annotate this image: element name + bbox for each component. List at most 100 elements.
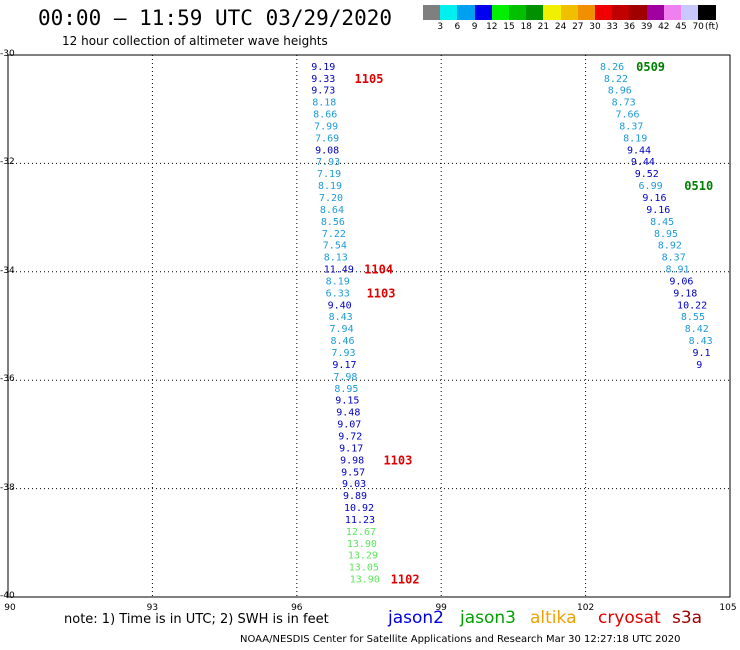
wave-height-value: 7.20 xyxy=(319,193,343,204)
wave-height-value: 7.98 xyxy=(333,372,357,383)
wave-height-value: 8.91 xyxy=(666,265,690,276)
color-scale-label: 70 xyxy=(692,22,704,32)
wave-height-value: 7.19 xyxy=(317,169,341,180)
pass-time-label: 0509 xyxy=(636,60,665,74)
longitude-tick-label: 90 xyxy=(4,603,16,613)
wave-height-value: 8.19 xyxy=(318,181,342,192)
wave-height-value: 9.06 xyxy=(669,276,693,287)
wave-height-value: 8.46 xyxy=(330,336,354,347)
color-swatch xyxy=(509,5,527,20)
color-scale-label: 6 xyxy=(454,22,461,32)
wave-height-value: 9.1 xyxy=(692,348,710,359)
wave-height-value: 8.13 xyxy=(324,253,348,264)
wave-height-value: 7.54 xyxy=(323,241,347,252)
longitude-tick-label: 96 xyxy=(291,603,303,613)
wave-height-value: 8.66 xyxy=(313,110,337,121)
color-scale-label: 39 xyxy=(640,22,653,32)
color-swatch xyxy=(595,5,613,20)
pass-time-label: 0510 xyxy=(684,179,713,193)
wave-height-value: 9.72 xyxy=(338,431,362,442)
wave-height-value: 9.17 xyxy=(339,443,363,454)
wave-height-value: 9.44 xyxy=(631,157,655,168)
color-swatch xyxy=(526,5,544,20)
pass-time-label: 1103 xyxy=(367,286,396,300)
wave-height-value: 8.22 xyxy=(604,74,628,85)
wave-height-value: 8.37 xyxy=(619,121,643,132)
map-title: 00:00 – 11:59 UTC 03/29/2020 xyxy=(38,6,393,30)
mission-s3a: s3a xyxy=(672,608,703,628)
wave-height-value: 8.73 xyxy=(612,98,636,109)
wave-height-value: 9.17 xyxy=(332,360,356,371)
color-scale-label: 36 xyxy=(623,22,636,32)
wave-height-value: 8.18 xyxy=(312,98,336,109)
wave-height-value: 9.89 xyxy=(343,491,367,502)
wave-height-value: 7.69 xyxy=(315,133,339,144)
wave-height-value: 9.73 xyxy=(311,86,335,97)
wave-height-value: 13.05 xyxy=(349,563,379,574)
latitude-tick-label: -34 xyxy=(0,265,15,276)
color-swatch xyxy=(543,5,562,20)
color-scale-label: 18 xyxy=(520,22,532,32)
wave-height-value: 11.23 xyxy=(345,515,375,526)
wave-height-value: 9.16 xyxy=(646,205,670,216)
wave-height-value: 8.95 xyxy=(334,384,358,395)
latitude-tick-label: -36 xyxy=(0,374,15,385)
latitude-tick-label: -38 xyxy=(0,482,15,493)
color-swatch xyxy=(681,5,699,20)
latitude-tick-label: -32 xyxy=(0,157,15,168)
wave-height-value: 8.43 xyxy=(329,312,353,323)
wave-height-value: 8.19 xyxy=(623,133,647,144)
color-scale-unit: (ft) xyxy=(705,22,719,32)
mission-cryosat: cryosat xyxy=(598,608,661,628)
color-swatch xyxy=(440,5,458,20)
wave-height-value: 11.49 xyxy=(324,265,354,276)
color-swatch xyxy=(457,5,476,20)
wave-height-value: 9.19 xyxy=(311,62,335,73)
mission-altika: altika xyxy=(530,608,577,628)
color-scale-label: 24 xyxy=(554,22,567,32)
wave-height-value: 9.03 xyxy=(342,479,366,490)
wave-height-value: 6.99 xyxy=(639,181,663,192)
wave-height-value: 8.26 xyxy=(600,62,624,73)
color-scale-label: 30 xyxy=(589,22,601,32)
color-scale-label: 15 xyxy=(503,22,515,32)
wave-height-value: 7.93 xyxy=(316,157,340,168)
color-swatch xyxy=(577,5,596,20)
pass-time-label: 1104 xyxy=(364,263,393,277)
color-scale-label: 45 xyxy=(675,22,687,32)
wave-height-value: 9.40 xyxy=(328,300,352,311)
color-scale-label: 21 xyxy=(537,22,550,32)
wave-height-value: 8.19 xyxy=(326,276,350,287)
wave-height-value: 9.33 xyxy=(311,74,335,85)
longitude-tick-label: 99 xyxy=(435,603,447,613)
wave-height-value: 13.29 xyxy=(348,551,378,562)
wave-height-value: 6.33 xyxy=(326,288,350,299)
color-swatch xyxy=(629,5,648,20)
wave-height-value: 9.18 xyxy=(673,288,697,299)
wave-height-value: 9.52 xyxy=(635,169,659,180)
latitude-tick-label: -30 xyxy=(0,49,15,59)
color-swatch xyxy=(423,5,441,20)
wave-height-value: 9.57 xyxy=(341,467,365,478)
wave-height-value: 7.66 xyxy=(615,110,639,121)
longitude-tick-label: 102 xyxy=(577,603,595,613)
wave-height-value: 9.08 xyxy=(315,145,339,156)
wave-height-value: 9.16 xyxy=(642,193,666,204)
wave-height-value: 9.07 xyxy=(337,420,361,431)
wave-height-value: 7.94 xyxy=(330,324,354,335)
color-scale-label: 9 xyxy=(471,22,478,32)
wave-height-value: 10.22 xyxy=(677,300,707,311)
wave-height-value: 12.67 xyxy=(346,527,376,538)
mission-jason2: jason2 xyxy=(388,608,444,628)
wave-height-value: 9.15 xyxy=(335,396,359,407)
color-scale-label: 33 xyxy=(606,22,618,32)
color-swatch xyxy=(474,5,493,20)
longitude-tick-label: 105 xyxy=(719,603,737,613)
wave-height-value: 8.42 xyxy=(685,324,709,335)
pass-time-label: 1105 xyxy=(355,72,384,86)
wave-height-value: 8.55 xyxy=(681,312,705,323)
map-frame xyxy=(7,54,731,598)
wave-height-value: 7.99 xyxy=(314,121,338,132)
wave-height-value: 13.90 xyxy=(347,539,377,550)
